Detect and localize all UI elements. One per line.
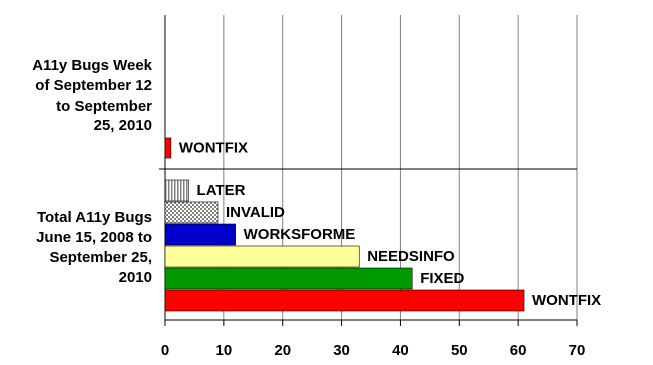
bar-label: FIXED (420, 270, 464, 287)
bar (164, 201, 219, 224)
group-label: A11y Bugs Week (32, 57, 152, 74)
x-tick-label: 20 (274, 342, 291, 359)
bar (164, 179, 189, 202)
x-tick-label: 10 (216, 342, 233, 359)
bar-label: NEEDSINFO (367, 248, 455, 265)
bar-label: WONTFIX (532, 292, 601, 309)
group-label: Total A11y Bugs (37, 209, 152, 226)
x-tick-label: 70 (569, 342, 586, 359)
x-tick-label: 0 (161, 342, 169, 359)
bar (164, 267, 413, 290)
group-label: 25, 2010 (94, 117, 152, 134)
x-tick-label: 50 (451, 342, 468, 359)
bar (164, 137, 172, 159)
bar-label: INVALID (226, 204, 285, 221)
group-label: 2010 (119, 269, 152, 286)
group-label: September 25, (49, 249, 152, 266)
group-label: June 15, 2008 to (36, 229, 152, 246)
group-label: to September (56, 98, 152, 115)
bar (164, 223, 236, 246)
bar-label: LATER (197, 182, 246, 199)
bar-label: WORKSFORME (244, 226, 356, 243)
bar-label: WONTFIX (179, 139, 248, 156)
x-tick-label: 30 (333, 342, 350, 359)
group-label: of September 12 (35, 77, 152, 94)
bar (164, 289, 525, 312)
bar (164, 245, 360, 268)
x-tick-label: 60 (510, 342, 527, 359)
x-tick-label: 40 (392, 342, 409, 359)
